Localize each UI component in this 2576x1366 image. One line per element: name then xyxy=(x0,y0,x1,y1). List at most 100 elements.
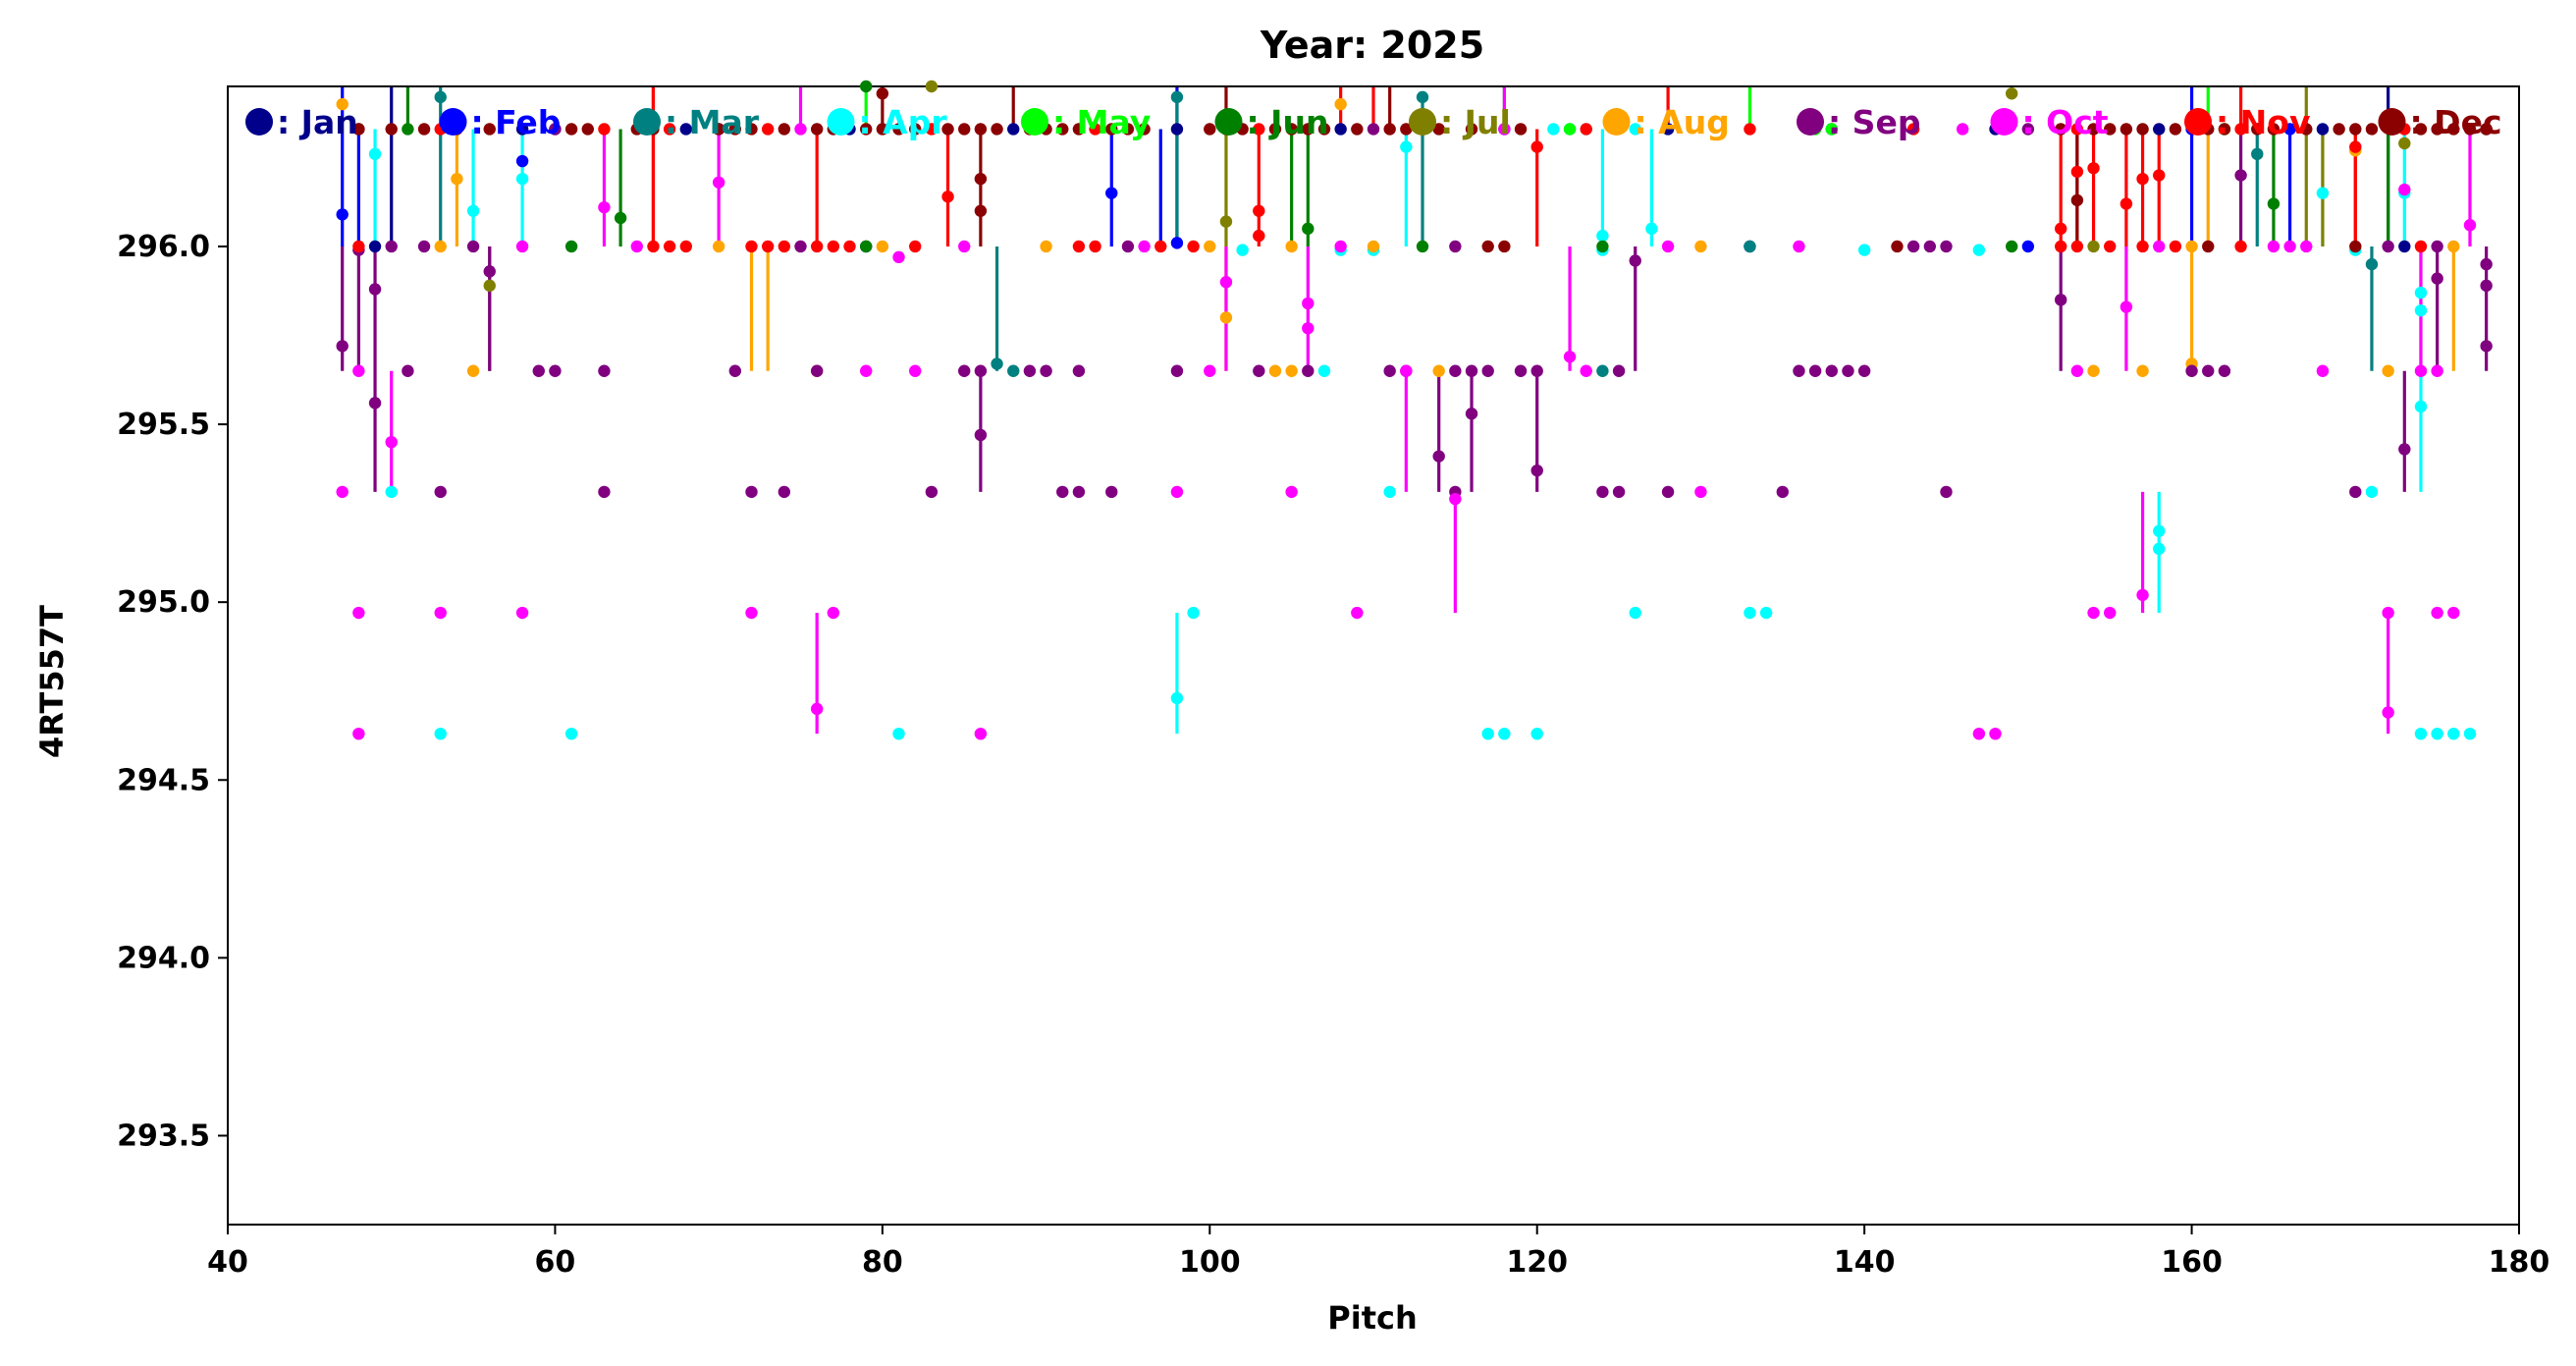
point-nov xyxy=(2120,197,2133,210)
point-sep xyxy=(2055,294,2067,306)
point-apr xyxy=(1645,222,1658,236)
point-apr xyxy=(564,727,578,740)
point-sep xyxy=(1857,364,1871,377)
legend-marker-oct xyxy=(1990,108,2018,136)
point-oct xyxy=(2431,364,2443,377)
point-oct xyxy=(2431,606,2443,620)
point-oct xyxy=(2070,364,2084,377)
point-oct xyxy=(909,364,922,377)
point-nov xyxy=(2070,165,2084,179)
point-oct xyxy=(2447,606,2460,620)
point-dec xyxy=(2349,123,2362,136)
legend: : Jan: Feb: Mar: Apr: May: Jun: Jul: Aug… xyxy=(245,103,2502,141)
point-sep xyxy=(1940,240,1953,253)
point-apr xyxy=(2153,542,2166,556)
point-sep xyxy=(368,397,382,410)
point-jul xyxy=(483,279,496,293)
point-oct xyxy=(827,606,840,620)
point-nov xyxy=(2070,240,2084,253)
point-aug xyxy=(451,172,463,186)
point-nov xyxy=(1187,240,1200,253)
point-sep xyxy=(1023,364,1037,377)
point-dec xyxy=(2070,193,2084,207)
point-dec xyxy=(2055,123,2067,136)
y-tick-label: 294.5 xyxy=(117,763,210,797)
point-dec xyxy=(2202,240,2215,253)
point-sep xyxy=(1842,364,1854,377)
point-dec xyxy=(892,123,905,136)
point-oct xyxy=(974,727,988,740)
point-oct xyxy=(1302,322,1315,335)
point-oct xyxy=(859,364,873,377)
point-apr xyxy=(2153,524,2166,537)
point-dec xyxy=(1317,123,1331,136)
point-nov xyxy=(2234,240,2247,253)
point-oct xyxy=(352,727,365,740)
point-nov xyxy=(598,123,611,136)
legend-marker-jun xyxy=(1214,108,1243,136)
point-sep xyxy=(728,364,742,377)
point-sep xyxy=(549,123,562,136)
point-nov xyxy=(761,240,775,253)
point-sep xyxy=(745,485,758,499)
point-dec xyxy=(2087,123,2100,136)
point-sep xyxy=(794,240,807,253)
point-dec xyxy=(2104,123,2117,136)
point-sep xyxy=(2349,485,2362,499)
x-tick-label: 120 xyxy=(1506,1245,1568,1280)
point-nov xyxy=(2055,240,2067,253)
y-tick-label: 296.0 xyxy=(117,230,210,264)
legend-label-oct: : Oct xyxy=(2022,103,2109,141)
point-sep xyxy=(1105,485,1118,499)
point-sep xyxy=(1367,123,1380,136)
point-oct xyxy=(2300,240,2313,253)
legend-label-sep: : Sep xyxy=(1828,103,1920,141)
point-sep xyxy=(2480,279,2493,293)
point-apr xyxy=(385,485,398,499)
point-nov xyxy=(2070,123,2084,136)
point-nov xyxy=(2169,240,2182,253)
point-apr xyxy=(892,727,905,740)
y-tick-label: 295.5 xyxy=(117,408,210,442)
point-dec xyxy=(2447,123,2460,136)
point-apr xyxy=(1744,606,1756,620)
point-jan xyxy=(515,123,529,136)
point-sep xyxy=(1302,364,1315,377)
point-dec xyxy=(352,123,365,136)
point-jan xyxy=(368,240,382,253)
point-dec xyxy=(2365,123,2379,136)
point-jun xyxy=(2267,197,2281,210)
point-sep xyxy=(1449,364,1462,377)
point-oct xyxy=(1170,485,1184,499)
point-nov xyxy=(1089,123,1101,136)
point-aug xyxy=(2136,364,2149,377)
point-jan xyxy=(1661,123,1675,136)
point-jan xyxy=(1007,123,1020,136)
point-mar xyxy=(1596,364,1609,377)
point-oct xyxy=(1972,727,1986,740)
point-jun xyxy=(1596,240,1609,253)
point-aug xyxy=(1367,240,1380,253)
point-mar xyxy=(1744,240,1756,253)
point-sep xyxy=(1170,364,1184,377)
point-dec xyxy=(1465,123,1478,136)
point-sep xyxy=(1056,485,1069,499)
point-sep xyxy=(402,364,414,377)
point-dec xyxy=(2169,123,2182,136)
point-sep xyxy=(1072,485,1086,499)
point-apr xyxy=(1857,244,1871,256)
point-dec xyxy=(778,123,791,136)
point-sep xyxy=(1825,364,1839,377)
point-dec xyxy=(1138,123,1151,136)
point-sep xyxy=(974,428,988,442)
point-sep xyxy=(974,364,988,377)
point-jun xyxy=(859,80,873,93)
point-sep xyxy=(778,485,791,499)
point-dec xyxy=(1302,123,1315,136)
point-jun xyxy=(2005,240,2018,253)
point-sep xyxy=(1383,364,1396,377)
x-axis-ticks: 40 60 80 100 120 140 160 180 xyxy=(207,1225,2549,1280)
point-oct xyxy=(892,250,905,264)
point-dec xyxy=(1498,240,1511,253)
